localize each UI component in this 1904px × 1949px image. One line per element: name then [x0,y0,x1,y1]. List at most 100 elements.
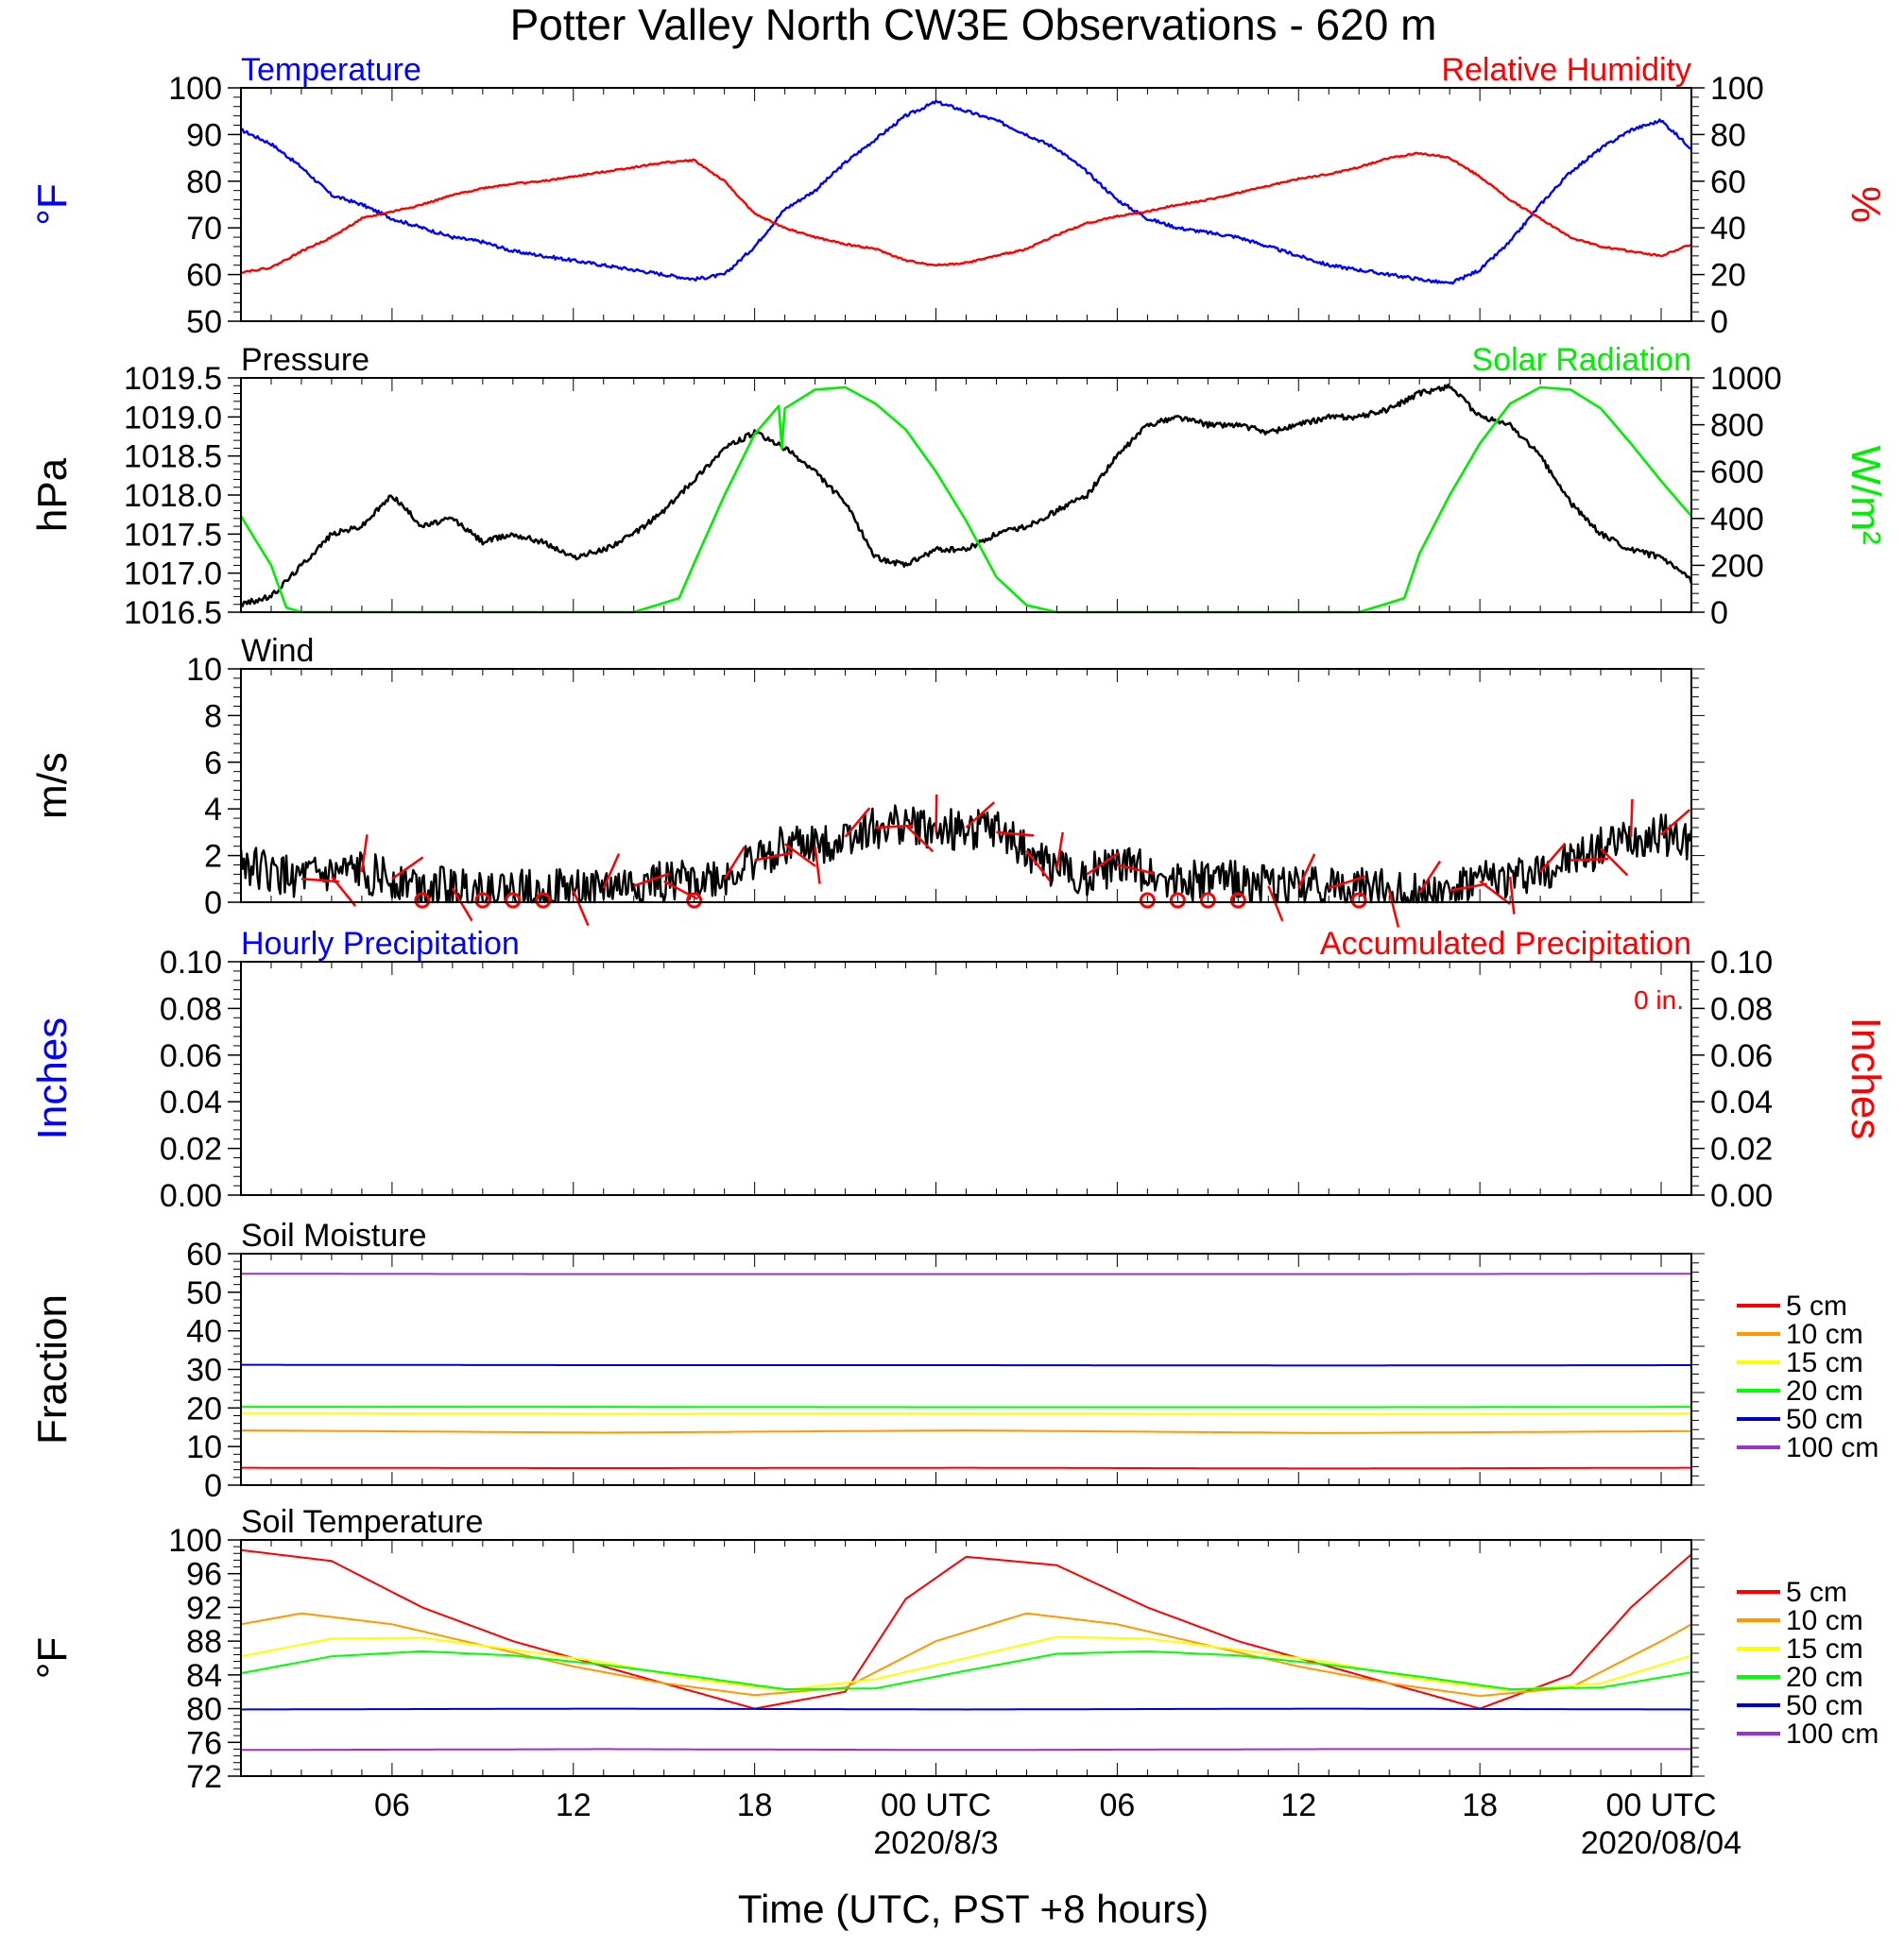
wind-barb [936,795,937,832]
y-tick-label: 80 [186,1692,222,1728]
legend-item: 5 cm [1786,1291,1847,1322]
legend-item: 15 cm [1786,1633,1863,1665]
plot-frame [241,88,1691,321]
series-line-10-cm [241,1430,1691,1433]
legend-item: 15 cm [1786,1347,1863,1378]
y-tick-label: 76 [186,1725,222,1761]
series-line-5-cm [241,1468,1691,1469]
y-tick-label: 2 [204,839,222,875]
plot-frame [241,1254,1691,1485]
plot-frame [241,962,1691,1195]
y-tick-label: 92 [186,1590,222,1626]
y-tick-label: 0.08 [160,991,222,1027]
y-tick-label: 100 [168,1523,222,1559]
panel-left-title: Soil Temperature [241,1504,483,1540]
series-line-15-cm [241,1413,1691,1414]
y2-tick-label: 20 [1710,258,1746,294]
series-line-50-cm [241,1365,1691,1366]
y-tick-label: 0.06 [160,1038,222,1074]
y-tick-label: 50 [186,304,222,340]
x-date-label: 2020/08/04 [1581,1825,1741,1861]
x-tick-label: 00 UTC [881,1787,991,1823]
y-tick-label: 30 [186,1353,222,1389]
y-tick-label: 40 [186,1314,222,1350]
y-tick-label: 96 [186,1557,222,1593]
x-axis-label: Time (UTC, PST +8 hours) [738,1887,1209,1931]
y-tick-label: 72 [186,1759,222,1795]
wind-barb [1570,859,1608,860]
y-axis-label: °F [29,1637,76,1679]
panel-left-title: Pressure [241,342,369,378]
y2-tick-label: 1000 [1710,361,1782,397]
y2-axis-label: Inches [1843,1017,1889,1140]
y-tick-label: 0.02 [160,1132,222,1168]
y-tick-label: 10 [186,1429,222,1465]
y-tick-label: 60 [186,258,222,294]
accumulated-value: 0 in. [1634,985,1684,1015]
y2-tick-label: 400 [1710,502,1764,538]
y-tick-label: 88 [186,1624,222,1660]
x-tick-label: 12 [1280,1787,1316,1823]
y-tick-label: 84 [186,1658,222,1694]
series-line-temperature [241,101,1691,283]
x-tick-label: 12 [556,1787,592,1823]
legend-item: 20 cm [1786,1662,1863,1693]
x-tick-label: 18 [737,1787,773,1823]
y-axis-label: °F [29,183,76,225]
y2-tick-label: 0 [1710,595,1728,631]
y2-axis-label: % [1843,186,1889,223]
x-tick-label: 00 UTC [1605,1787,1716,1823]
y2-tick-label: 0.02 [1710,1132,1773,1168]
y-tick-label: 0.04 [160,1085,222,1120]
y-tick-label: 80 [186,164,222,200]
panel-left-title: Wind [241,633,314,669]
y2-tick-label: 0.00 [1710,1178,1773,1214]
y-tick-label: 100 [168,71,222,107]
y-tick-label: 1019.5 [124,361,222,397]
y-tick-label: 10 [186,652,222,688]
y-tick-label: 70 [186,211,222,247]
legend-item: 10 cm [1786,1319,1863,1350]
series-line-100-cm [241,1749,1691,1750]
legend-item: 50 cm [1786,1404,1863,1435]
y-axis-label: Inches [29,1017,76,1140]
x-tick-label: 18 [1462,1787,1498,1823]
plot-frame [241,669,1691,902]
series-line-relative-humidity [241,153,1691,273]
series-line-wind [241,806,1691,902]
y-tick-label: 1017.0 [124,556,222,592]
y-tick-label: 4 [204,792,222,828]
panel-left-title: Hourly Precipitation [241,926,520,962]
y-axis-label: hPa [29,457,76,532]
wind-barb [1268,886,1282,921]
panel-2: 1016.51017.01017.51018.01018.51019.01019… [29,342,1889,631]
y-tick-label: 8 [204,698,222,734]
x-date-label: 2020/8/3 [873,1825,998,1861]
legend-item: 100 cm [1786,1432,1878,1463]
y2-tick-label: 0.04 [1710,1085,1773,1120]
y-tick-label: 0 [204,1468,222,1504]
y2-tick-label: 0.06 [1710,1038,1773,1074]
y2-tick-label: 600 [1710,454,1764,490]
panel-4: 0.00 0.02 0.04 0.06 0.08 0.10 0.00 0.02 0.04 0.06… [29,926,1889,1214]
y-tick-label: 6 [204,745,222,781]
panel-left-title: Temperature [241,52,421,88]
wind-barb [1631,799,1632,837]
panel-right-title: Relative Humidity [1441,52,1691,88]
panel-right-title: Accumulated Precipitation [1320,926,1691,962]
y-tick-label: 0.00 [160,1178,222,1214]
y-tick-label: 0.10 [160,945,222,981]
y-axis-label: Fraction [29,1294,76,1445]
y-tick-label: 1016.5 [124,595,222,631]
wind-barb [392,857,423,879]
y2-tick-label: 40 [1710,211,1746,247]
chart-title: Potter Valley North CW3E Observations - … [510,0,1437,49]
legend-item: 50 cm [1786,1690,1863,1721]
y2-tick-label: 0.08 [1710,991,1773,1027]
panel-left-title: Soil Moisture [241,1218,427,1254]
y-tick-label: 1019.0 [124,400,222,436]
